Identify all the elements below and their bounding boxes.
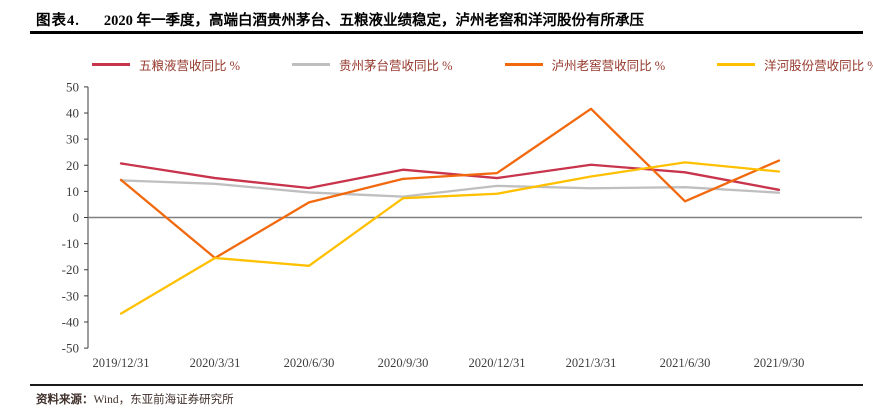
x-axis-label: 2020/12/31 <box>469 356 526 370</box>
legend-swatch-yanghe <box>717 63 756 66</box>
source-text: Wind，东亚前海证券研究所 <box>93 394 234 406</box>
legend-swatch-luzhou-laojiao <box>504 63 543 66</box>
legend-swatch-guizhou-moutai <box>292 63 331 66</box>
y-tick-label: 10 <box>66 184 79 199</box>
y-tick-label: -20 <box>62 262 79 277</box>
y-tick-label: 50 <box>66 79 79 94</box>
series-line-guizhou-moutai <box>119 179 781 198</box>
figure-number-label: 图表4. <box>36 13 80 29</box>
legend-swatch-wuliangye <box>92 63 130 66</box>
y-tick-label: -10 <box>62 236 79 251</box>
series-line-yanghe <box>119 161 781 315</box>
y-tick-label: -30 <box>62 288 79 303</box>
y-tick-label: -50 <box>62 341 79 356</box>
figure-title-text: 2020 年一季度，高端白酒贵州茅台、五粮液业绩稳定，泸州老窖和洋河股份有所承压 <box>103 13 644 29</box>
source-footer: 资料来源：Wind，东亚前海证券研究所 <box>36 391 234 407</box>
series-line-luzhou-laojiao <box>119 107 781 260</box>
y-tick-label: 30 <box>66 132 79 147</box>
y-tick-label: 40 <box>66 106 79 121</box>
y-tick-label: 0 <box>73 210 80 225</box>
series-line-wuliangye <box>119 162 781 191</box>
legend-label-luzhou-laojiao: 泸州老窖营收同比 % <box>551 59 666 73</box>
x-axis-label: 2021/3/31 <box>566 356 617 370</box>
legend-item-wuliangye: 五粮液营收同比 % <box>92 55 240 74</box>
x-axis-label: 2019/12/31 <box>93 356 150 370</box>
x-axis-label: 2021/6/30 <box>660 356 711 370</box>
y-tick-label: 20 <box>66 158 79 173</box>
title-underline <box>30 31 863 34</box>
footer-divider <box>30 384 863 386</box>
legend-item-luzhou-laojiao: 泸州老窖营收同比 % <box>504 55 666 74</box>
legend-item-guizhou-moutai: 贵州茅台营收同比 % <box>292 55 453 74</box>
legend-label-guizhou-moutai: 贵州茅台营收同比 % <box>339 59 453 73</box>
chart-legend: 五粮液营收同比 % 贵州茅台营收同比 % 泸州老窖营收同比 % 洋河股份营收同比 % <box>92 55 873 74</box>
figure-title: 图表4. 2020 年一季度，高端白酒贵州茅台、五粮液业绩稳定，泸州老窖和洋河股份… <box>36 9 644 30</box>
source-label: 资料来源： <box>36 394 94 406</box>
x-axis-label: 2020/6/30 <box>284 356 335 370</box>
x-axis-label: 2020/9/30 <box>378 356 429 370</box>
legend-item-yanghe: 洋河股份营收同比 % <box>717 55 873 74</box>
legend-label-yanghe: 洋河股份营收同比 % <box>764 59 873 73</box>
x-axis-label: 2020/3/31 <box>190 356 241 370</box>
x-axis-label: 2021/9/30 <box>754 356 805 370</box>
y-tick-label: -40 <box>62 314 79 329</box>
legend-label-wuliangye: 五粮液营收同比 % <box>139 59 241 73</box>
